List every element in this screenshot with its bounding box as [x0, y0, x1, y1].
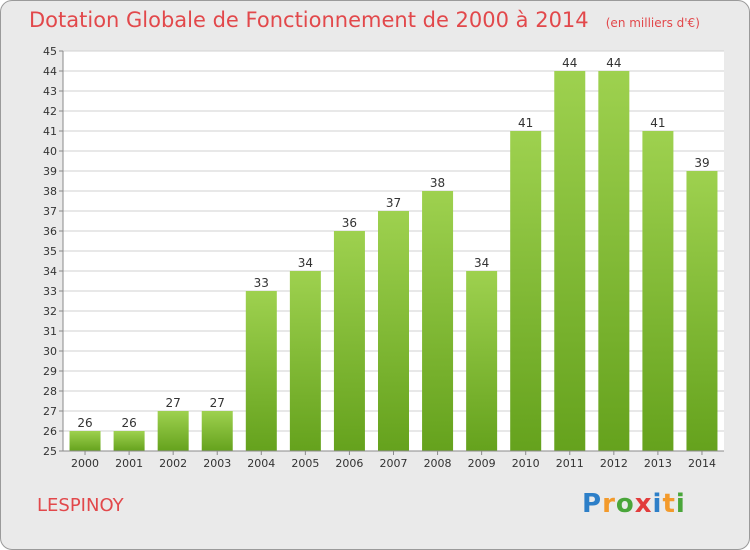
- y-tick-label: 38: [43, 185, 57, 198]
- x-axis-ticks: 2000 2001 2002 2003 2004 2005 2006 2007 2008 2009…: [71, 451, 716, 470]
- x-tick-label: 2007: [380, 457, 408, 470]
- bar-2010: [510, 131, 542, 451]
- y-tick-label: 34: [43, 265, 57, 278]
- bar-2005: [289, 271, 321, 451]
- data-label: 34: [474, 256, 489, 270]
- data-labels: 26 26 27 27 33 34 36 37 38 34 41 44 44 41 39: [77, 56, 709, 430]
- data-label: 36: [342, 216, 357, 230]
- y-tick-label: 31: [43, 325, 57, 338]
- y-axis-ticks: 25 26 27 28 29 30 31 32 33 34 35 36 37 38 39 40 41 42 43 44…: [43, 45, 63, 458]
- x-tick-label: 2005: [291, 457, 319, 470]
- proxiti-logo: Proxiti: [582, 489, 686, 519]
- commune-name: LESPINOY: [37, 495, 124, 516]
- data-label: 38: [430, 176, 445, 190]
- x-tick-label: 2004: [247, 457, 275, 470]
- bar-2012: [598, 71, 630, 451]
- bar-2000: [69, 431, 101, 451]
- logo-letter: i: [675, 489, 686, 519]
- x-tick-label: 2002: [159, 457, 187, 470]
- x-tick-label: 2011: [556, 457, 584, 470]
- y-tick-label: 42: [43, 105, 57, 118]
- x-tick-label: 2013: [644, 457, 672, 470]
- bar-2003: [201, 411, 233, 451]
- logo-letter: i: [652, 489, 663, 519]
- data-label: 39: [694, 156, 709, 170]
- chart-title: Dotation Globale de Fonctionnement de 20…: [29, 8, 589, 32]
- y-tick-label: 43: [43, 85, 57, 98]
- logo-letter: o: [615, 489, 635, 519]
- data-label: 44: [562, 56, 577, 70]
- bars: [69, 71, 718, 451]
- y-tick-label: 40: [43, 145, 57, 158]
- data-label: 26: [77, 416, 92, 430]
- y-tick-label: 41: [43, 125, 57, 138]
- y-tick-label: 30: [43, 345, 57, 358]
- y-tick-label: 36: [43, 225, 57, 238]
- data-label: 37: [386, 196, 401, 210]
- y-tick-label: 37: [43, 205, 57, 218]
- data-label: 41: [518, 116, 533, 130]
- y-tick-label: 33: [43, 285, 57, 298]
- bar-2009: [466, 271, 498, 451]
- x-tick-label: 2003: [203, 457, 231, 470]
- bar-2008: [422, 191, 454, 451]
- bar-2007: [378, 211, 409, 451]
- x-tick-label: 2012: [600, 457, 628, 470]
- data-label: 27: [210, 396, 225, 410]
- data-label: 34: [298, 256, 313, 270]
- data-label: 44: [606, 56, 621, 70]
- data-label: 27: [166, 396, 181, 410]
- y-tick-label: 35: [43, 245, 57, 258]
- y-tick-label: 27: [43, 405, 57, 418]
- chart-unit: (en milliers d'€): [605, 16, 700, 30]
- y-tick-label: 45: [43, 45, 57, 58]
- bar-2004: [245, 291, 277, 451]
- chart-title-row: Dotation Globale de Fonctionnement de 20…: [29, 8, 700, 32]
- logo-letter: t: [662, 489, 676, 519]
- y-tick-label: 39: [43, 165, 57, 178]
- bar-2002: [157, 411, 189, 451]
- logo-letter: x: [634, 489, 653, 519]
- y-tick-label: 26: [43, 425, 57, 438]
- bar-2006: [333, 231, 365, 451]
- x-tick-label: 2009: [468, 457, 496, 470]
- x-tick-label: 2000: [71, 457, 99, 470]
- y-tick-label: 44: [43, 65, 57, 78]
- data-label: 26: [121, 416, 136, 430]
- x-tick-label: 2008: [424, 457, 452, 470]
- bar-2014: [686, 171, 718, 451]
- x-tick-label: 2001: [115, 457, 143, 470]
- y-tick-label: 25: [43, 445, 57, 458]
- logo-letter: r: [602, 489, 616, 519]
- bar-2013: [642, 131, 674, 451]
- logo-letter: P: [582, 489, 603, 519]
- y-tick-label: 32: [43, 305, 57, 318]
- x-tick-label: 2010: [512, 457, 540, 470]
- data-label: 33: [254, 276, 269, 290]
- x-tick-label: 2014: [688, 457, 716, 470]
- x-tick-label: 2006: [335, 457, 363, 470]
- bar-2011: [554, 71, 586, 451]
- y-tick-label: 28: [43, 385, 57, 398]
- y-tick-label: 29: [43, 365, 57, 378]
- data-label: 41: [650, 116, 665, 130]
- bar-2001: [113, 431, 145, 451]
